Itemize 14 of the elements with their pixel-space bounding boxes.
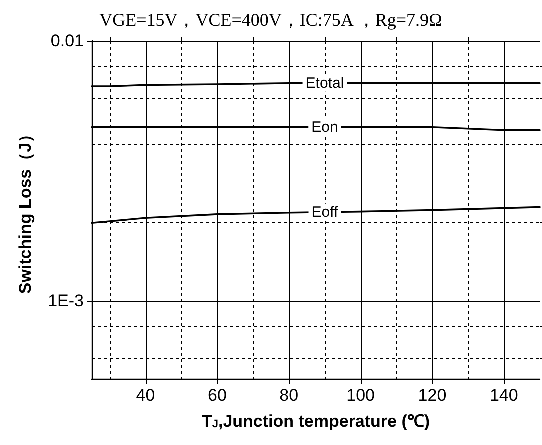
series-label: Etotal: [306, 74, 344, 92]
y-axis-title: Switching Loss（J）: [16, 126, 35, 294]
x-tick-label: 140: [490, 386, 518, 405]
series-label: Eon: [312, 118, 338, 136]
x-tick-label: 60: [208, 386, 227, 405]
y-tick-label: 1E-3: [48, 291, 84, 310]
x-tick-label: 120: [418, 386, 447, 405]
x-tick-label: 40: [136, 386, 156, 405]
x-tick-label: 80: [280, 386, 299, 405]
x-axis-title: TJ,Junction temperature (℃): [202, 412, 430, 431]
chart-title: VGE=15V，VCE=400V，IC:75A ，Rg=7.9Ω: [100, 10, 442, 30]
x-tick-label: 100: [346, 386, 375, 405]
series-label: Eoff: [312, 204, 339, 221]
y-tick-label: 0.01: [50, 32, 84, 50]
